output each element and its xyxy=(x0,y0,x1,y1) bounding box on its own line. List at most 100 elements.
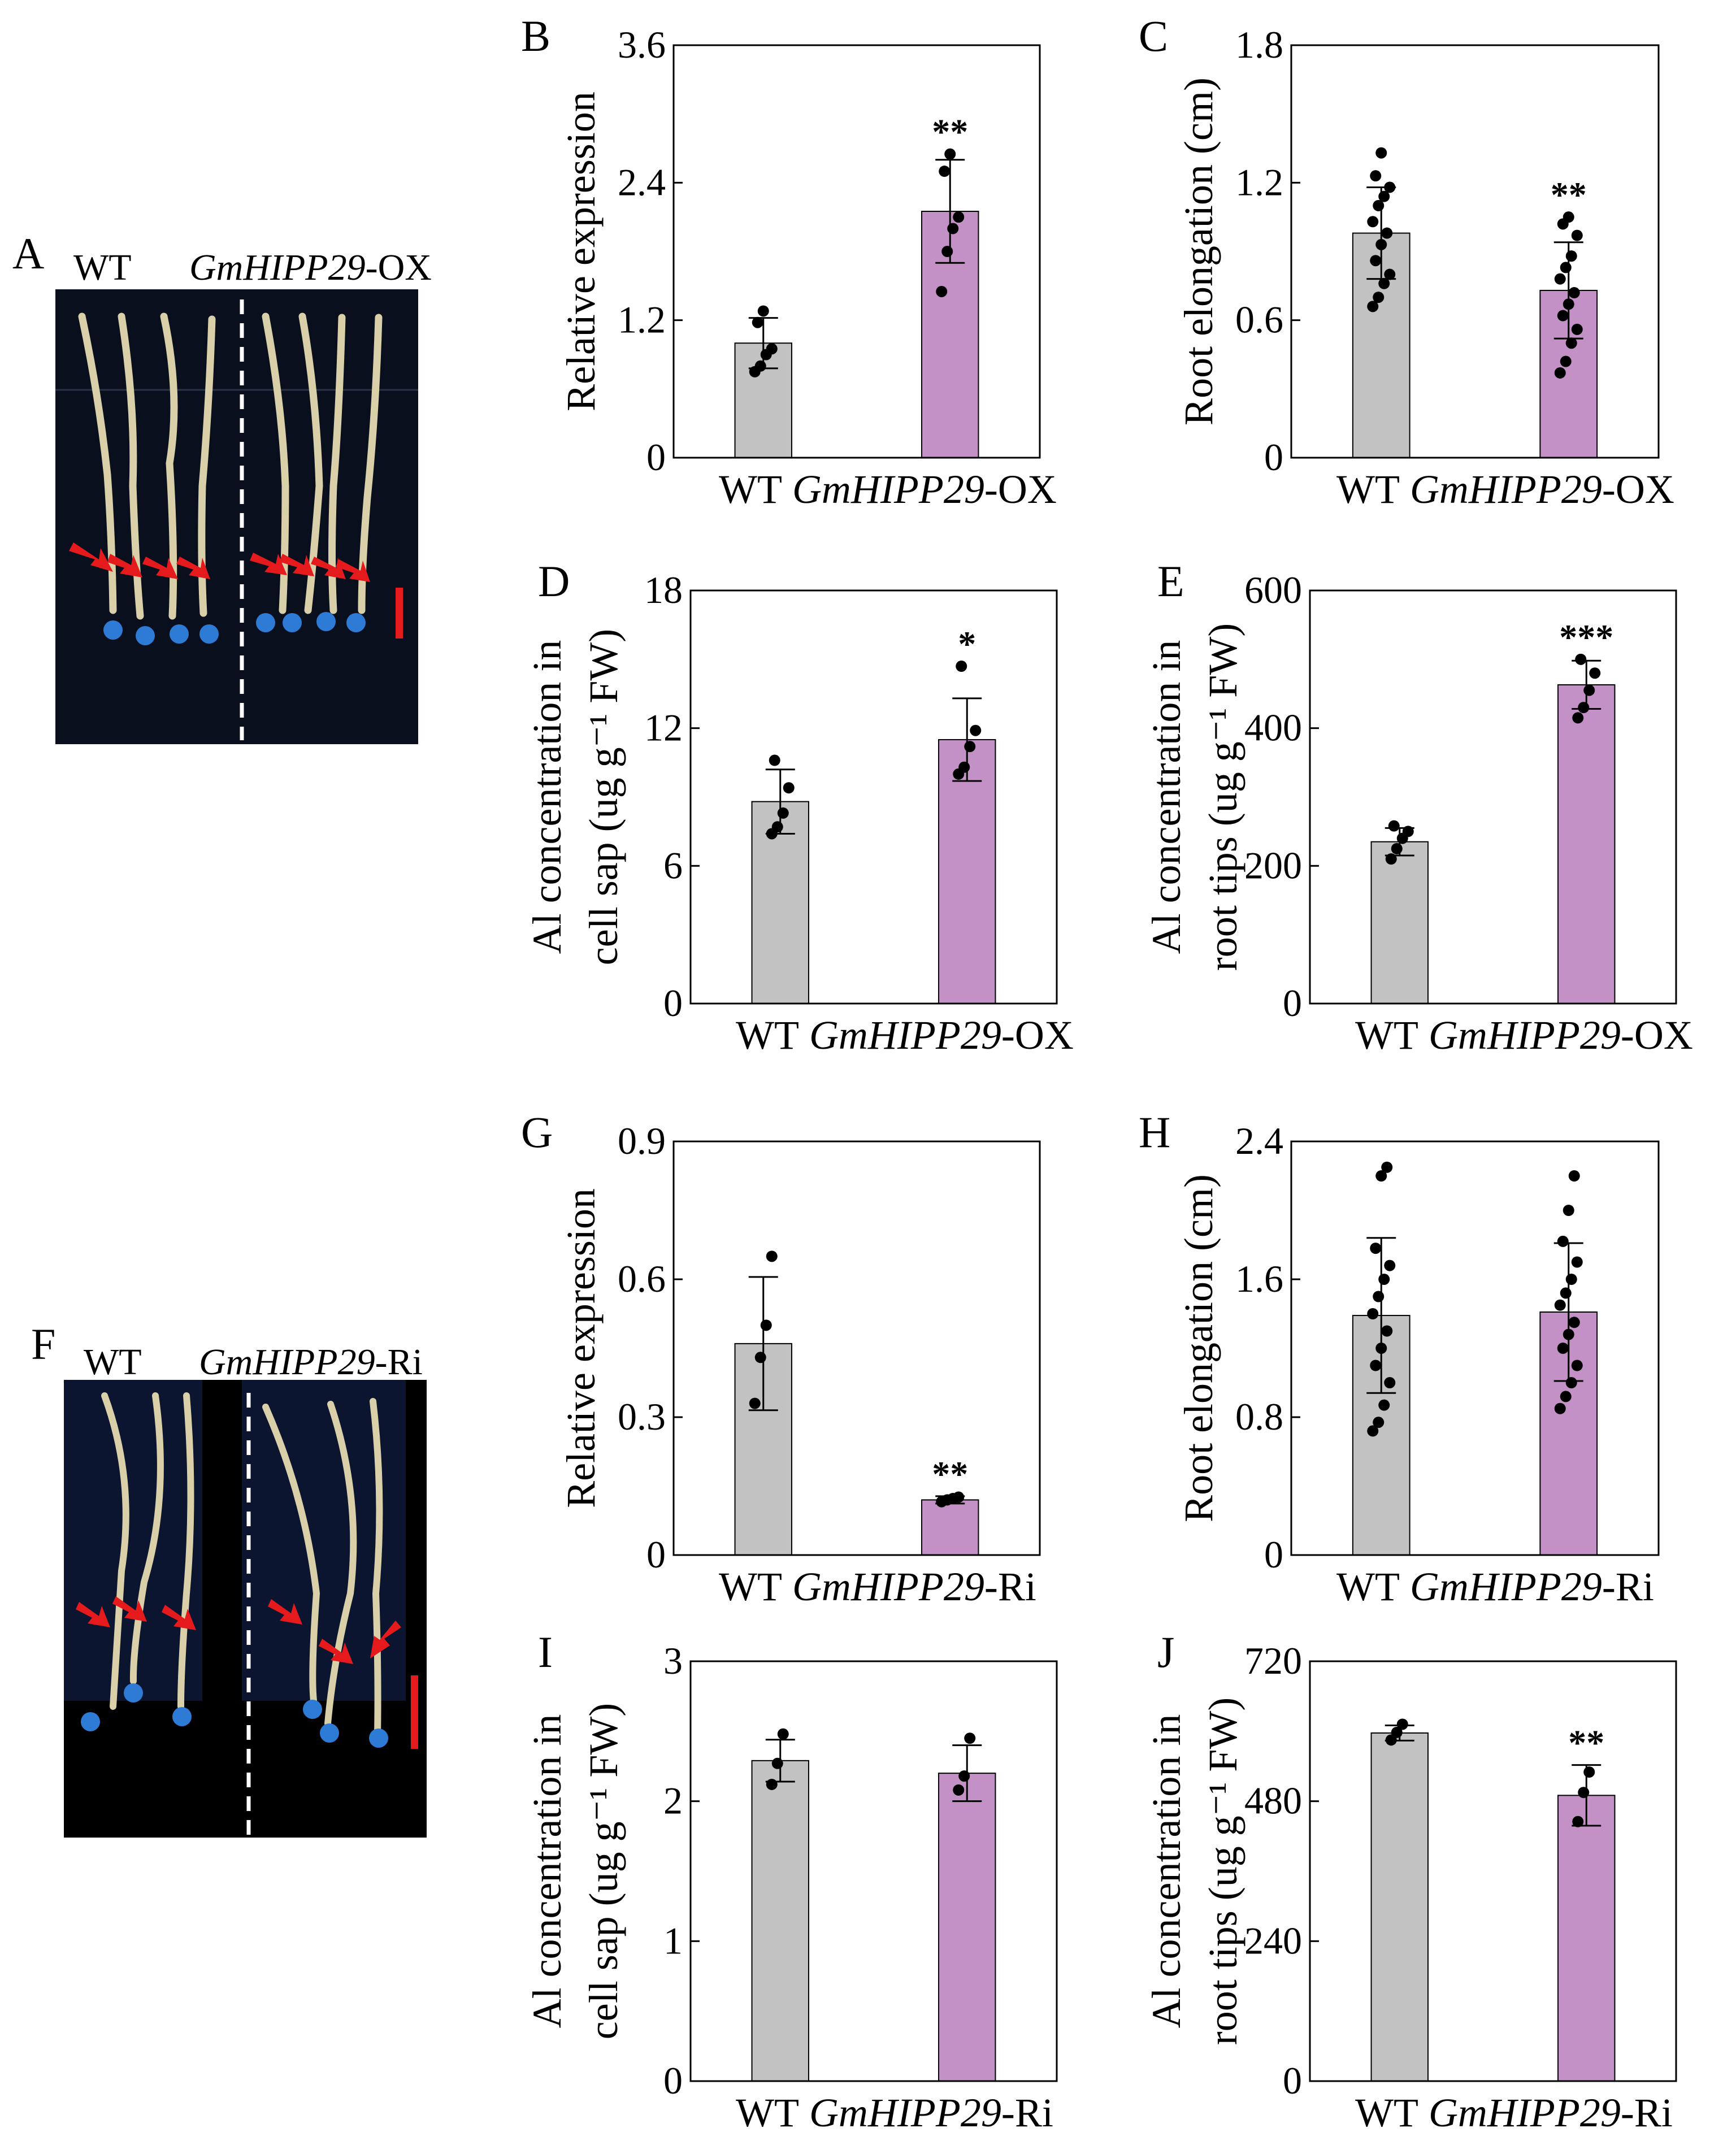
data-point xyxy=(760,1319,772,1331)
data-point xyxy=(754,360,766,372)
photo-panel-f: F WT GmHIPP29-Ri xyxy=(31,1319,427,1838)
data-point xyxy=(1560,355,1572,367)
data-point xyxy=(749,1397,761,1409)
y-tick-label: 480 xyxy=(1244,1779,1302,1822)
x-category-suffix: -OX xyxy=(1621,1013,1693,1058)
data-point xyxy=(1554,367,1566,379)
x-category-gene: GmHIPP29 xyxy=(792,467,984,512)
data-point xyxy=(766,343,778,355)
data-point xyxy=(1396,1718,1408,1730)
x-category-gene: GmHIPP29 xyxy=(809,1013,1001,1058)
red-arrow xyxy=(76,1602,110,1627)
photo-a-background xyxy=(55,289,418,744)
data-point xyxy=(1402,826,1414,837)
root-f-6 xyxy=(370,1398,383,1738)
data-point xyxy=(771,1757,783,1769)
data-point xyxy=(766,1778,778,1790)
photo-f-roots xyxy=(101,1392,383,1738)
y-tick-label: 0 xyxy=(663,2059,683,2102)
data-point xyxy=(1384,268,1396,280)
data-point xyxy=(1572,712,1584,724)
panel-letter-b: B xyxy=(521,11,550,60)
data-point xyxy=(1367,1425,1379,1437)
y-axis-title-line: root tips (ug g⁻¹ FW) xyxy=(1200,623,1245,971)
y-axis-title-line: Al concentration in xyxy=(524,640,570,954)
x-category-suffix: -Ri xyxy=(1621,2090,1673,2135)
data-point xyxy=(777,807,789,819)
y-axis-title: Al concentration in cell sap (ug g⁻¹ FW) xyxy=(524,1703,626,2039)
tip-dot xyxy=(172,1707,192,1726)
photo-a-scale-bar xyxy=(396,588,403,639)
panel-letter-f: F xyxy=(31,1319,55,1369)
tip-dot xyxy=(124,1683,143,1703)
x-category-suffix: -OX xyxy=(984,467,1057,512)
red-arrow xyxy=(250,553,287,575)
data-point xyxy=(939,166,951,177)
data-point xyxy=(754,1352,766,1363)
root-a-1 xyxy=(78,312,117,614)
panel-letter-e: E xyxy=(1157,557,1184,606)
red-arrow xyxy=(311,557,346,579)
y-tick-label: 3.6 xyxy=(618,23,666,66)
data-point xyxy=(1578,1787,1590,1799)
data-point xyxy=(1373,1417,1385,1428)
tip-dot xyxy=(199,624,219,644)
y-axis-title-line: Root elongation (cm) xyxy=(1176,77,1221,425)
data-point xyxy=(1367,1308,1379,1319)
root-f-3 xyxy=(177,1392,194,1710)
data-point xyxy=(1385,853,1397,865)
data-point xyxy=(1378,190,1390,202)
data-point xyxy=(771,821,783,833)
data-point xyxy=(953,211,965,223)
data-point xyxy=(1391,1726,1403,1738)
photo-a-label-gene: GmHIPP29-OX xyxy=(189,247,432,288)
data-point xyxy=(956,661,967,672)
x-category-suffix: -OX xyxy=(1602,467,1674,512)
red-arrow xyxy=(142,557,178,579)
x-category-wt: WT xyxy=(719,467,782,512)
data-point xyxy=(1370,1243,1382,1254)
root-f-5 xyxy=(324,1401,357,1727)
photo-a-arrows xyxy=(69,542,370,582)
tip-dot xyxy=(303,1700,322,1719)
y-tick-label: 18 xyxy=(644,568,683,611)
significance-label: ** xyxy=(1551,175,1587,215)
x-category-wt: WT xyxy=(736,2090,799,2135)
x-category-labels: WT GmHIPP29-OX xyxy=(1336,467,1674,512)
data-point xyxy=(958,761,970,773)
data-point xyxy=(1560,262,1572,273)
data-point xyxy=(1568,287,1580,298)
y-axis-title: Al concentration in root tips (ug g⁻¹ FW) xyxy=(1144,623,1245,971)
data-point xyxy=(1375,1343,1387,1354)
y-tick-label: 1.2 xyxy=(1235,160,1283,203)
data-point xyxy=(1565,1377,1577,1388)
red-arrow xyxy=(279,554,314,576)
data-point xyxy=(1373,1291,1385,1302)
data-point xyxy=(1370,170,1382,182)
bar-transgenic xyxy=(938,1773,996,2082)
significance-label: * xyxy=(958,624,976,664)
y-tick-label: 0.6 xyxy=(618,1257,666,1300)
panel-letter-d: D xyxy=(538,557,570,606)
data-point xyxy=(1381,1161,1393,1173)
panel-letter-h: H xyxy=(1139,1108,1170,1157)
data-point xyxy=(964,741,976,753)
x-category-gene: GmHIPP29 xyxy=(792,1564,984,1609)
data-point xyxy=(1378,1274,1390,1285)
red-arrow xyxy=(112,1596,147,1622)
y-axis-title-line: Al concentration in xyxy=(1144,1714,1189,2029)
y-tick-label: 0 xyxy=(1283,982,1302,1024)
data-point xyxy=(1560,1391,1572,1402)
y-tick-label: 1.8 xyxy=(1235,23,1283,66)
tip-dot xyxy=(170,624,189,644)
chart-i: 0 1 2 3 I Al concentration in cell sap (ug g⁻¹… xyxy=(524,1627,1058,2135)
red-arrow xyxy=(268,1599,302,1625)
panel-letter-c: C xyxy=(1139,11,1168,60)
data-point xyxy=(1571,323,1583,335)
photo-a-tip-dots xyxy=(103,612,366,645)
x-category-wt: WT xyxy=(1355,2090,1418,2135)
